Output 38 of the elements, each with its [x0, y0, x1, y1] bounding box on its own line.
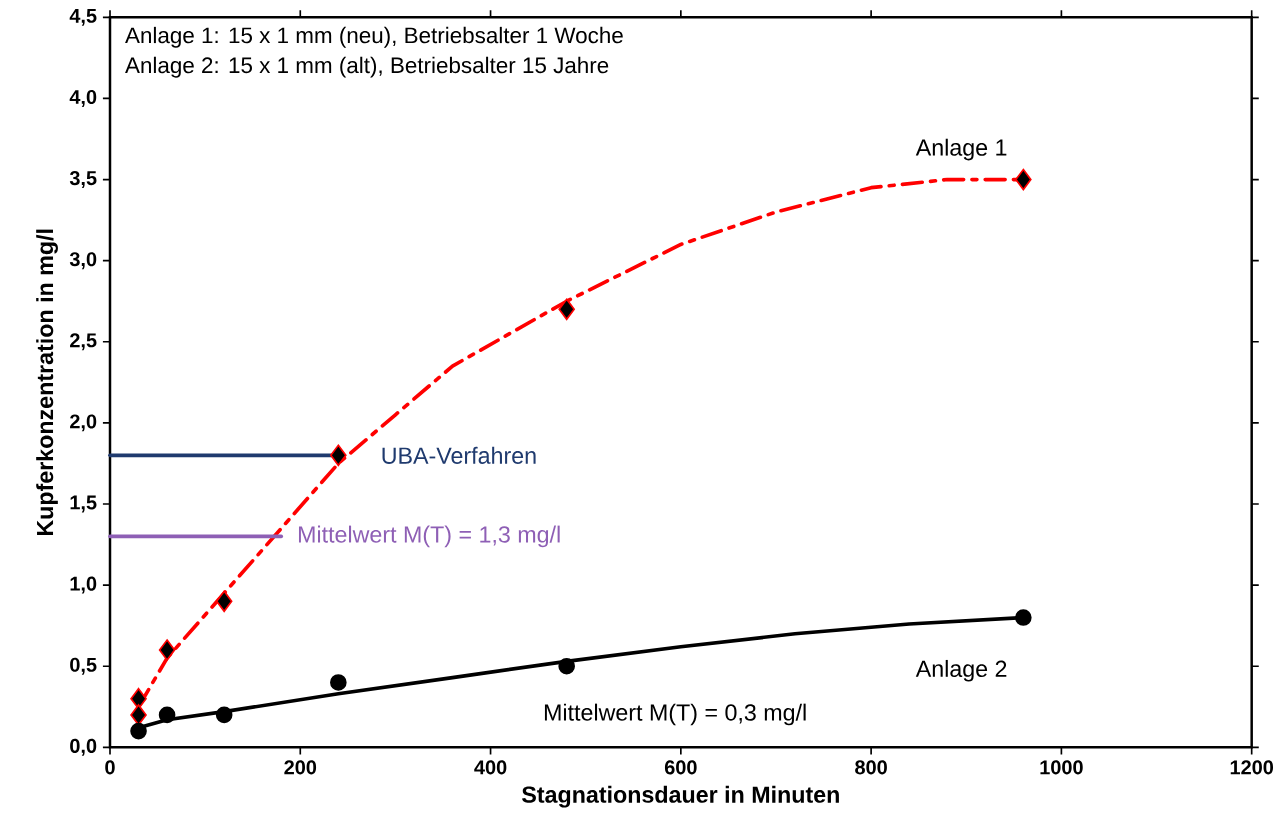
series-label: Mittelwert M(T) = 1,3 mg/l: [298, 525, 560, 548]
x-tick-label: 800: [855, 760, 887, 775]
y-axis-title: Kupferkonzentration in mg/l: [36, 229, 58, 536]
point: [215, 590, 233, 613]
x-tick-label: 0: [105, 760, 115, 775]
point: [158, 639, 176, 661]
y-tick-label: 4,5: [69, 8, 97, 26]
y-tick-label: 3,5: [69, 171, 97, 189]
point: [158, 706, 176, 724]
y-tick-label: 1,5: [70, 495, 97, 513]
point: [330, 444, 347, 467]
series-label: UBA-Verfahren: [382, 446, 536, 464]
point: [130, 722, 147, 740]
annotation: Anlage 1: 15 x 1 mm (neu), Betriebsalter 1 Woche: [125, 26, 623, 48]
point: [1015, 609, 1032, 626]
x-axis-title: Stagnationsdauer in Minuten: [522, 785, 839, 808]
point: [130, 704, 147, 726]
point: [215, 706, 233, 724]
y-tick-label: 0,5: [70, 657, 97, 675]
point: [1015, 168, 1032, 191]
x-tick-label: 600: [664, 760, 697, 775]
annotation: Anlage 2: 15 x 1 mm (alt), Betriebsalter 15 Jahre: [125, 56, 609, 78]
y-tick-label: 2,5: [70, 333, 97, 351]
series-label: Anlage 1: [915, 138, 1007, 161]
y-tick-label: 3,0: [69, 252, 97, 270]
point: [330, 674, 347, 691]
annotation: Mittelwert M(T) = 0,3 mg/l: [544, 703, 806, 726]
x-tick-label: 1000: [1040, 760, 1083, 775]
y-tick-label: 2,0: [70, 414, 97, 432]
point: [558, 298, 575, 321]
x-tick-label: 400: [474, 760, 507, 775]
series-label: Anlage 2: [915, 659, 1007, 682]
y-tick-label: 0,0: [70, 738, 97, 756]
y-tick-label: 1,0: [70, 576, 97, 594]
x-tick-label: 1200: [1230, 760, 1274, 775]
y-tick-label: 4,0: [69, 89, 97, 107]
point: [558, 657, 575, 675]
x-tick-label: 200: [284, 760, 317, 775]
